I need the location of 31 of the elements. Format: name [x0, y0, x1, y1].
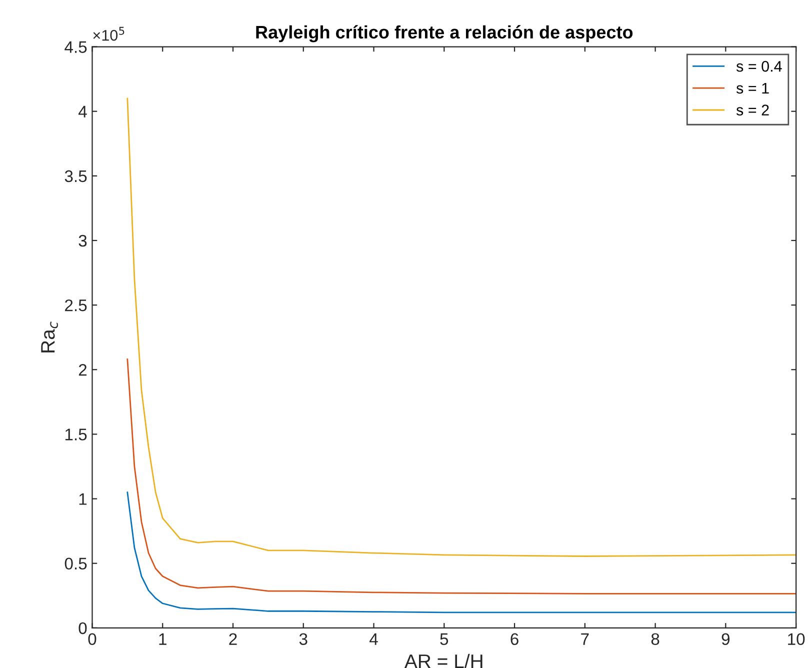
- x-axis-title: AR = L/H: [404, 654, 482, 668]
- x-tick-label: 6: [510, 633, 518, 646]
- y-tick-label: 2: [78, 364, 87, 376]
- y-tick-label: 1: [79, 493, 87, 505]
- legend-label: s = 0.4: [736, 60, 782, 72]
- chart-title: Rayleigh crítico frente a relación de aspecto: [256, 25, 633, 42]
- x-tick-label: 0: [88, 633, 96, 646]
- y-tick-label: 1.5: [65, 428, 87, 440]
- x-tick-label: 9: [722, 633, 730, 646]
- x-tick-label: 7: [581, 633, 589, 645]
- x-tick-label: 10: [788, 633, 805, 646]
- line-series: [126, 358, 796, 594]
- x-tick-label: 1: [159, 633, 166, 645]
- x-tick-label: 2: [229, 633, 237, 645]
- y-tick-label: 4: [78, 106, 87, 118]
- line-series: [126, 492, 796, 614]
- y-tick-label: 2.5: [65, 299, 87, 312]
- y-tick-label: 0.5: [64, 558, 87, 570]
- y-tick-label: 3: [78, 234, 87, 247]
- y-tick-label: 3.5: [64, 170, 87, 182]
- x-tick-label: 3: [299, 633, 308, 646]
- y-tick-label: 0: [78, 622, 87, 634]
- legend-label: s = 1: [736, 82, 769, 94]
- x-tick-label: 8: [651, 633, 660, 646]
- line-series: [126, 98, 796, 557]
- y-tick-label: 4.5: [64, 41, 87, 53]
- legend-label: s = 2: [736, 104, 769, 116]
- x-tick-label: 5: [440, 633, 448, 646]
- y-axis-title: Ra$_{c}$: [41, 322, 58, 352]
- text: ×10$^{5}$: [93, 26, 124, 41]
- x-tick-label: 4: [370, 633, 378, 645]
